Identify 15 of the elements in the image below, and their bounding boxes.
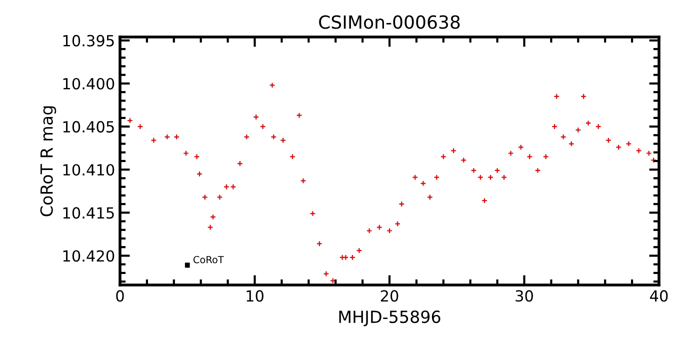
- chart-title: CSIMon-000638: [319, 15, 460, 29]
- x-tick-label: 0: [116, 290, 124, 302]
- y-tick-label: 10.415: [63, 207, 114, 219]
- x-tick-label: 40: [650, 290, 668, 302]
- x-axis-title: MHJD-55896: [339, 310, 440, 326]
- x-tick-label: 10: [246, 290, 264, 302]
- y-tick-label: 10.400: [63, 78, 114, 90]
- x-tick-label: 20: [380, 290, 398, 302]
- y-tick-label: 10.405: [63, 121, 114, 133]
- y-tick-label: 10.420: [63, 250, 114, 262]
- annotation: CoRoT: [193, 256, 224, 264]
- y-axis-title: CoRoT R mag: [40, 106, 56, 216]
- y-tick-label: 10.410: [63, 164, 114, 176]
- x-tick-label: 30: [516, 290, 533, 302]
- y-tick-label: 10.395: [63, 34, 114, 46]
